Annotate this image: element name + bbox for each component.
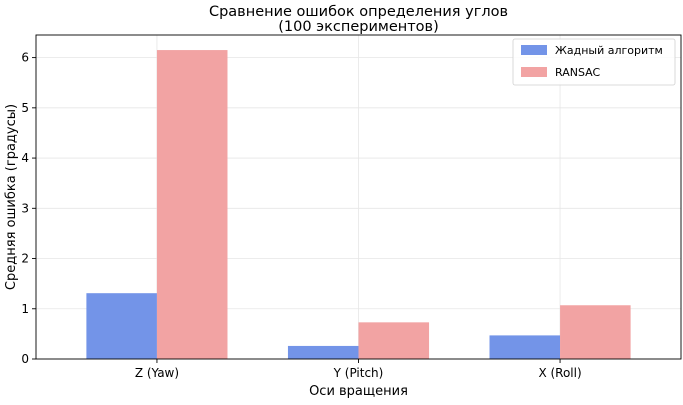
y-tick-label-6: 6 bbox=[21, 51, 29, 65]
bar-ransac-0 bbox=[156, 50, 228, 360]
y-tick-label-1: 1 bbox=[21, 302, 29, 316]
legend-label-greedy: Жадный алгоритм bbox=[555, 44, 663, 57]
y-tick-label-0: 0 bbox=[21, 352, 29, 366]
x-axis-label: Оси вращения bbox=[309, 384, 408, 399]
legend: Жадный алгоритм RANSAC bbox=[512, 38, 676, 86]
legend-box bbox=[512, 38, 676, 86]
x-tick-label-1: Y (Pitch) bbox=[333, 366, 384, 380]
y-tick-label-2: 2 bbox=[21, 252, 29, 266]
y-tick-label-5: 5 bbox=[21, 101, 29, 115]
bars-layer bbox=[86, 50, 631, 360]
ticks-layer: 0 1 2 3 4 5 6 Z (Yaw) Y (Pitch) X (Roll) bbox=[21, 51, 581, 380]
chart-title: Сравнение ошибок определения углов bbox=[209, 4, 508, 20]
bar-greedy-1 bbox=[287, 345, 359, 359]
chart-subtitle: (100 экспериментов) bbox=[278, 19, 439, 35]
x-tick-label-2: X (Roll) bbox=[538, 366, 581, 380]
bar-ransac-2 bbox=[560, 305, 631, 359]
bar-greedy-2 bbox=[489, 335, 561, 359]
legend-swatch-ransac bbox=[521, 67, 547, 77]
y-tick-label-4: 4 bbox=[21, 151, 29, 165]
legend-swatch-greedy bbox=[521, 45, 547, 55]
bar-greedy-0 bbox=[86, 293, 157, 359]
y-axis-label: Средняя ошибка (градусы) bbox=[4, 104, 19, 290]
x-tick-label-0: Z (Yaw) bbox=[135, 366, 179, 380]
bar-ransac-1 bbox=[358, 322, 430, 359]
legend-label-ransac: RANSAC bbox=[555, 66, 600, 79]
y-tick-label-3: 3 bbox=[21, 201, 29, 215]
